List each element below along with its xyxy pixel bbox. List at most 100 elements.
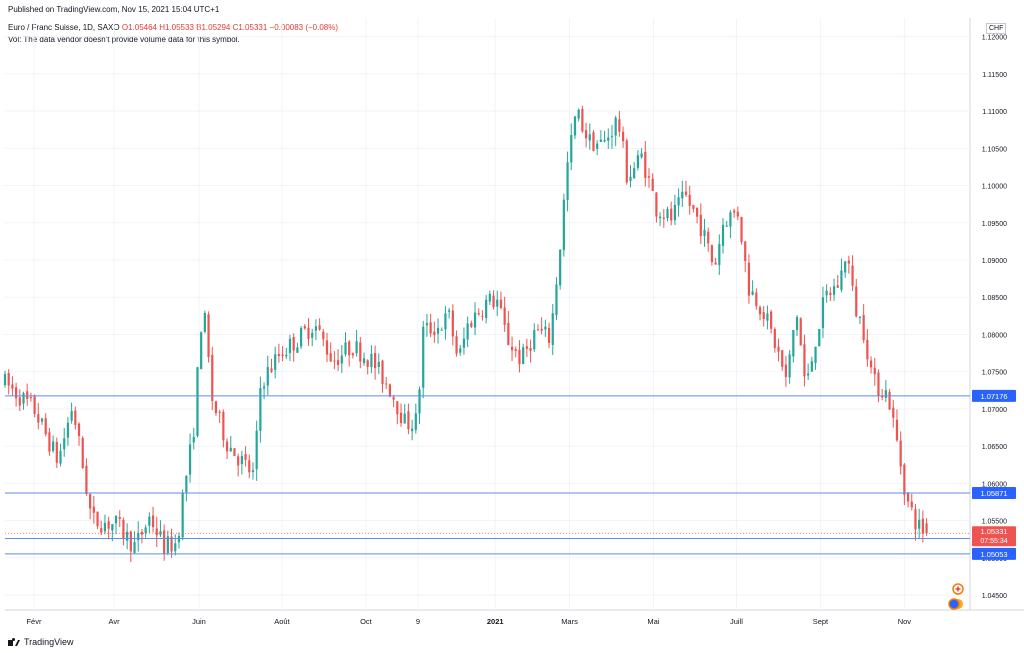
x-tick-label: Juill [730, 617, 743, 626]
candle-body [70, 410, 73, 421]
candle-body [866, 339, 869, 360]
candle-body [351, 353, 355, 356]
candle-body [529, 347, 532, 351]
candle-body [625, 140, 628, 183]
candle-body [736, 211, 739, 217]
candle-body [311, 332, 314, 338]
candle-body [244, 454, 247, 460]
candle-body [192, 436, 195, 443]
candle-body [851, 265, 854, 286]
candle-body [795, 317, 799, 331]
candle-body [551, 313, 554, 346]
candle-body [910, 501, 913, 508]
candle-body [825, 290, 828, 296]
candle-body [777, 346, 780, 352]
candle-body [607, 137, 610, 141]
candle-body [429, 322, 432, 334]
candle-body [29, 397, 33, 399]
candle-body [847, 260, 850, 264]
candle-body [188, 444, 192, 475]
candle-body [174, 543, 177, 552]
candle-body [788, 354, 791, 378]
candle-body [248, 460, 251, 473]
candle-body [55, 441, 58, 463]
current-price-label: 1.05331 [980, 527, 1007, 536]
current-price-badge [972, 526, 1016, 547]
candle-body [784, 364, 788, 377]
candle-body [96, 511, 99, 527]
candle-body [303, 326, 306, 329]
candle-body [725, 225, 728, 227]
candle-body [710, 245, 714, 262]
candle-body [562, 199, 565, 251]
candle-body [581, 108, 584, 132]
currency-badge[interactable]: CHF [986, 23, 1007, 34]
candle-body [114, 515, 118, 524]
y-tick-label: 1.11000 [982, 109, 1007, 116]
candle-body [225, 441, 229, 452]
candle-body [481, 315, 484, 317]
candle-body [751, 291, 754, 295]
candle-body [881, 395, 884, 398]
candle-body [525, 346, 528, 349]
candle-body [670, 208, 673, 221]
candle-body [858, 316, 862, 318]
y-tick-label: 1.05500 [982, 519, 1007, 526]
candle-body [185, 475, 188, 493]
candle-body [721, 224, 725, 246]
candle-body [507, 322, 510, 345]
candle-body [451, 310, 454, 337]
candle-body [22, 393, 25, 404]
candle-body [673, 204, 677, 221]
candle-body [388, 384, 392, 397]
x-tick-label: Sept [813, 617, 829, 626]
candle-body [177, 536, 181, 543]
candle-body [681, 191, 684, 199]
candle-body [229, 447, 232, 452]
candle-body [170, 536, 173, 552]
candle-body [85, 465, 88, 495]
candle-body [200, 332, 203, 370]
candle-body [137, 533, 140, 541]
candle-body [588, 134, 591, 141]
tradingview-logo[interactable]: TradingView [8, 637, 74, 647]
candle-body [755, 292, 758, 306]
candle-body [640, 153, 643, 158]
candle-body [444, 313, 447, 330]
alert-icons [948, 583, 964, 610]
candle-body [814, 346, 817, 363]
candle-body [873, 367, 876, 375]
candle-body [544, 326, 547, 330]
candle-body [433, 331, 436, 336]
candle-body [559, 249, 562, 286]
candle-body [425, 323, 429, 326]
symbol-title[interactable]: Euro / Franc Suisse, 1D, SAXO [8, 23, 120, 32]
candle-body [81, 437, 84, 469]
candle-body [266, 367, 269, 386]
candle-body [888, 391, 891, 410]
x-tick-label: Juin [192, 617, 206, 626]
candle-body [555, 284, 558, 316]
candle-body [44, 418, 47, 435]
candle-body [66, 422, 70, 438]
candle-body [292, 337, 295, 351]
candle-body [348, 341, 351, 356]
candle-body [603, 139, 606, 142]
candle-body [758, 307, 762, 315]
candle-body [403, 413, 406, 424]
candle-body [222, 411, 225, 441]
candle-body [747, 262, 751, 296]
candle-body [166, 536, 169, 553]
candle-body [470, 323, 473, 327]
volume-note: Vol: The data vendor doesn't provide vol… [8, 35, 240, 44]
candle-body [614, 117, 617, 136]
tradingview-logo-text: TradingView [24, 637, 74, 647]
candle-body [207, 314, 210, 358]
y-tick-label: 1.10500 [982, 146, 1007, 153]
candle-body [37, 414, 40, 423]
candle-body [684, 191, 688, 195]
candle-body [662, 217, 665, 219]
candle-body [181, 492, 184, 538]
y-tick-label: 1.12000 [982, 35, 1007, 42]
